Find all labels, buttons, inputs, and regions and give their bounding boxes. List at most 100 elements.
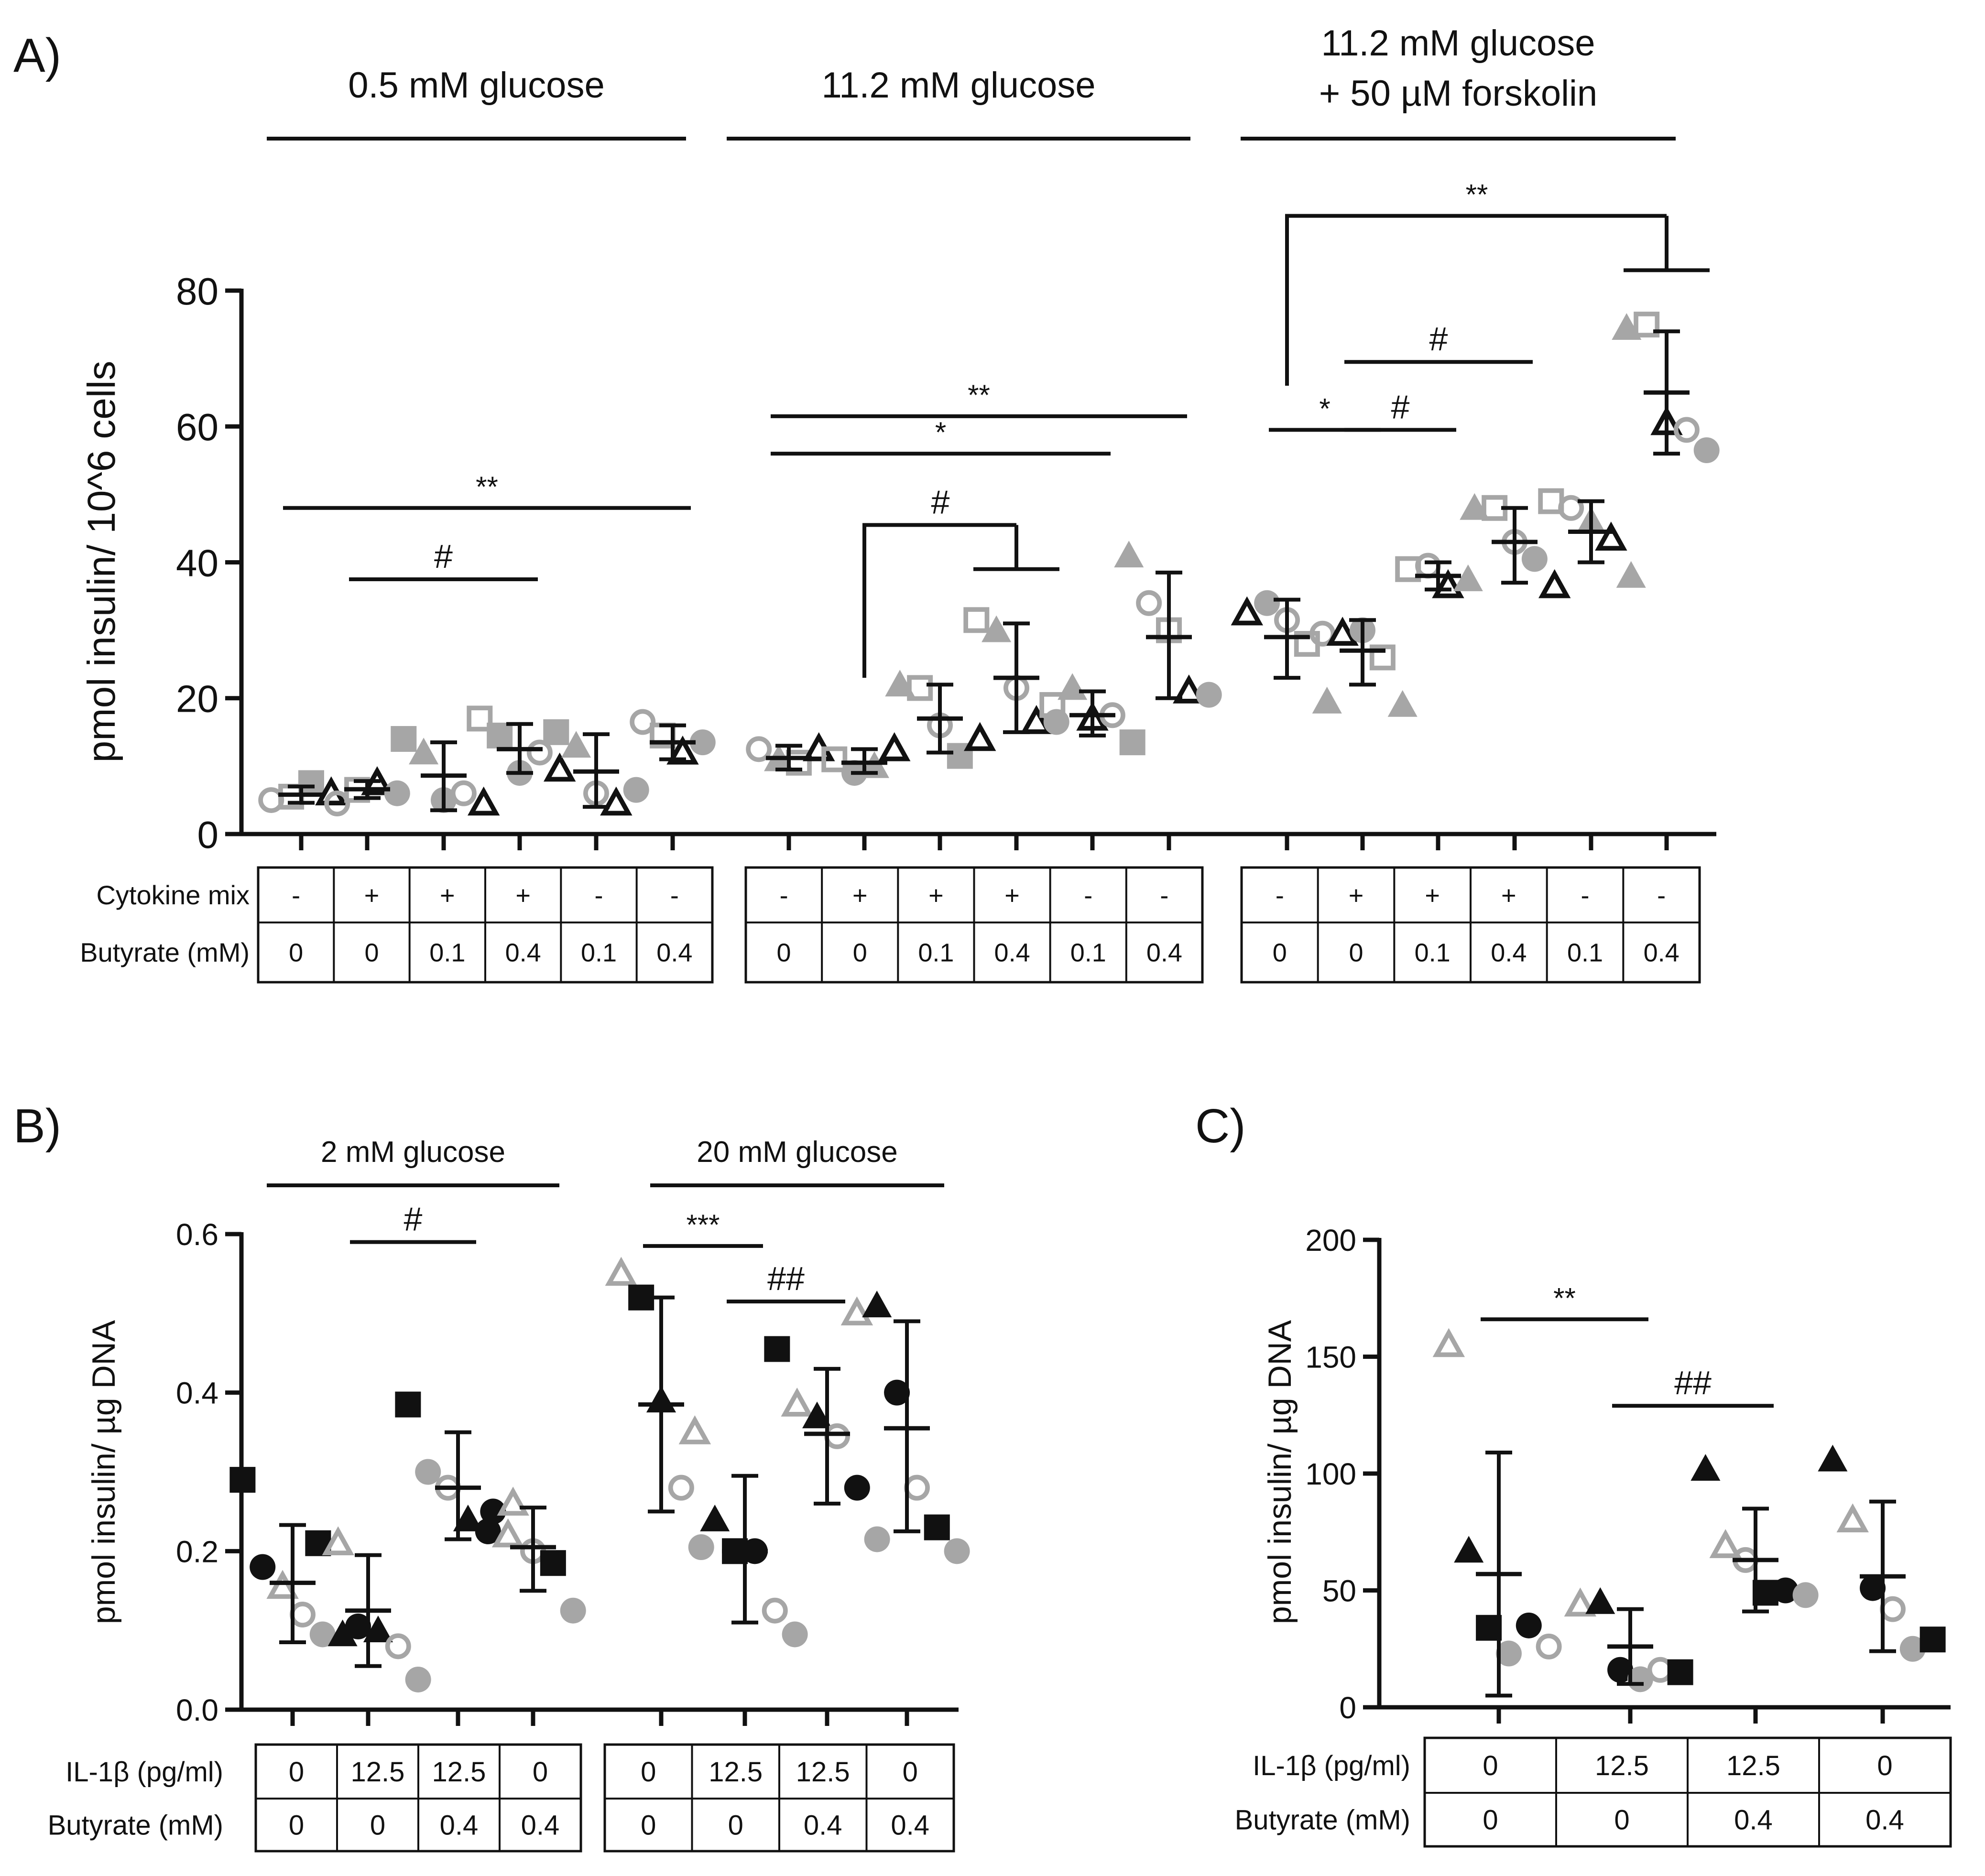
data-point-A [1369,644,1396,671]
table-cell-A: 0 [777,938,791,967]
group-title-B: 2 mM glucose [321,1136,505,1169]
data-point-A [689,729,716,756]
table-cell-A: 0 [853,938,867,967]
data-point-A [1616,561,1646,588]
data-point-B [491,1518,524,1548]
table-cell-A: 0 [1349,938,1363,967]
table-cell-C: 12.5 [1595,1750,1649,1781]
data-point-A [384,780,410,806]
table-cell-B: 0.4 [804,1810,842,1841]
row-label-C: IL-1β (pg/ml) [1253,1750,1410,1781]
data-point-B [415,1459,441,1485]
data-point-A [324,791,350,817]
data-point-A [467,705,493,732]
data-point-B [840,1296,873,1326]
table-cell-B: 12.5 [351,1757,405,1788]
data-point-C [1836,1503,1869,1533]
y-axis-label-C: pmol insulin/ µg DNA [1262,1320,1298,1624]
table-cell-A: - [780,881,788,910]
data-point-B [924,1514,950,1540]
data-point-C [1691,1454,1721,1481]
table-cell-A: 0.1 [1567,938,1603,967]
group-title-B: 20 mM glucose [697,1136,897,1169]
row-label-A: Cytokine mix [96,880,250,910]
table-cell-B: 0 [728,1810,743,1841]
table-cell-A: 0.4 [656,938,692,967]
data-point-A [1043,709,1069,735]
table-cell-A: - [1581,881,1590,910]
table-cell-A: 0.1 [1070,938,1106,967]
data-point-C [1454,1536,1484,1563]
data-point-A [1693,437,1720,463]
y-tick-label-B: 0.6 [176,1217,218,1252]
y-tick-label-C: 50 [1322,1574,1356,1608]
data-point-B [405,1666,431,1692]
significance-label-A: ** [968,379,990,411]
data-point-B [864,1526,890,1552]
data-point-A [1114,541,1144,568]
data-point-A [600,786,633,816]
data-point-B [453,1504,483,1531]
table-cell-A: 0.1 [1415,938,1451,967]
table-cell-B: 0 [533,1757,548,1788]
data-point-B [884,1379,910,1406]
data-point-B [385,1633,411,1659]
data-point-A [746,736,772,762]
data-point-A [526,739,553,766]
data-point-C [1899,1636,1926,1662]
table-cell-A: 0.4 [505,938,541,967]
data-point-B [802,1401,832,1429]
significance-label-B: ## [767,1260,805,1297]
data-point-B [678,1415,711,1444]
panel-label-B: B) [13,1099,61,1153]
significance-label-B: # [404,1201,423,1238]
data-point-A [409,737,439,765]
row-label-B: Butyrate (mM) [48,1810,223,1841]
significance-label-A: # [434,538,453,575]
significance-label-A: # [1391,388,1410,425]
significance-label-B: *** [686,1209,720,1241]
table-cell-A: + [440,881,455,910]
data-point-A [1119,729,1145,756]
data-point-A [1326,617,1359,646]
table-cell-B: 0 [903,1757,918,1788]
data-point-A [467,786,500,816]
data-point-A [1432,569,1464,598]
y-tick-label-A: 20 [176,678,218,720]
data-point-B [345,1613,371,1639]
table-cell-A: 0.4 [1644,938,1680,967]
table-cell-B: 12.5 [796,1757,850,1788]
significance-label-A: * [935,416,946,448]
group-title-A: + 50 µM forskolin [1319,73,1597,114]
table-cell-C: 0.4 [1865,1804,1904,1835]
table-cell-C: 12.5 [1726,1750,1780,1781]
data-point-B [497,1486,529,1516]
data-point-B [762,1597,788,1624]
table-cell-A: - [670,881,679,910]
data-point-C [1516,1612,1542,1638]
table-cell-A: - [292,881,300,910]
data-point-C [1920,1627,1946,1653]
panel-label-A: A) [13,29,61,82]
significance-label-C: ** [1553,1282,1576,1314]
data-point-A [1196,682,1222,708]
table-cell-A: 0.4 [1146,938,1182,967]
data-point-A [1595,521,1627,551]
y-tick-label-B: 0.4 [176,1376,218,1410]
y-tick-label-C: 200 [1305,1223,1356,1258]
data-point-C [1536,1633,1562,1659]
table-cell-C: 0 [1614,1804,1629,1835]
table-cell-A: 0.1 [581,938,617,967]
table-cell-A: - [1084,881,1092,910]
y-tick-label-B: 0.0 [176,1693,218,1727]
table-cell-A: + [1004,881,1020,910]
table-cell-A: - [1160,881,1168,910]
data-point-B [480,1498,506,1525]
y-tick-label-A: 80 [176,270,218,313]
data-point-C [1667,1659,1693,1685]
data-point-C [1818,1444,1848,1472]
data-point-B [327,1619,358,1647]
table-cell-A: 0 [289,938,303,967]
significance-label-A: ** [1466,179,1488,211]
data-point-B [688,1534,714,1561]
